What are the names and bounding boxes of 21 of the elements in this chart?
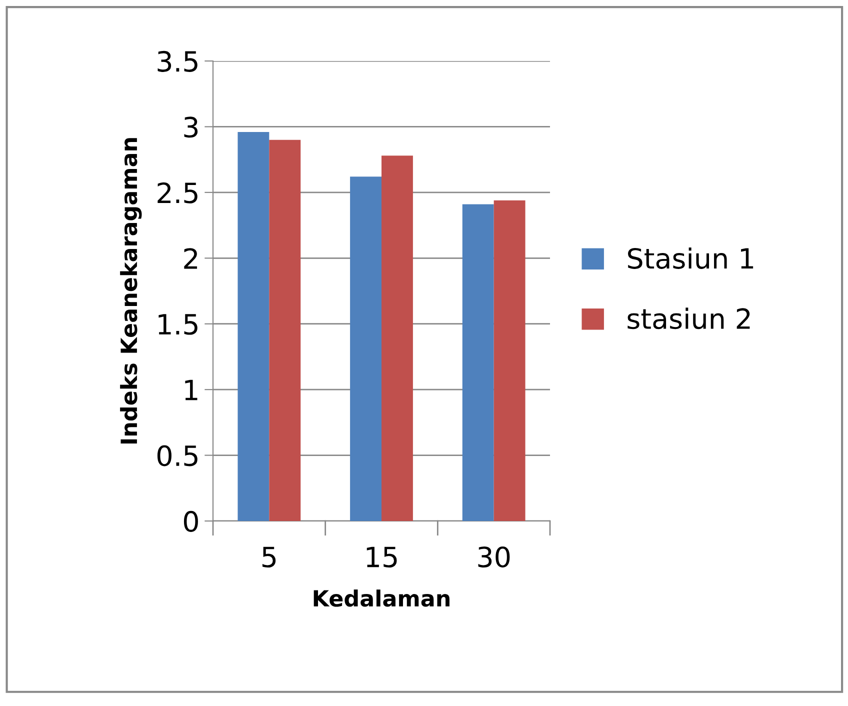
- x-tick-label: 5: [262, 546, 276, 568]
- x-axis-title: Kedalaman: [314, 590, 450, 607]
- y-axis-title: Indeks Keanekaragaman: [120, 138, 142, 444]
- y-tick-label: 1: [185, 380, 198, 400]
- x-tick-label: 30: [478, 546, 510, 568]
- y-tick-label: 3: [184, 116, 198, 138]
- x-tick-label: 15: [366, 546, 397, 568]
- y-tick-label: 3.5: [158, 50, 198, 72]
- legend-label: stasiun 2: [628, 308, 750, 330]
- bar: [382, 156, 413, 521]
- bar: [462, 204, 494, 521]
- y-tick-label: 0.5: [157, 445, 198, 466]
- legend-label: Stasiun 1: [628, 247, 754, 269]
- y-tick-label: 0: [184, 510, 198, 532]
- bar: [238, 132, 270, 521]
- y-tick-label: 2.5: [158, 182, 198, 204]
- y-tick-label: 2: [184, 248, 198, 269]
- bar: [269, 140, 301, 521]
- bar: [494, 200, 526, 521]
- bar: [350, 176, 382, 521]
- y-tick-label: 1.5: [158, 314, 198, 335]
